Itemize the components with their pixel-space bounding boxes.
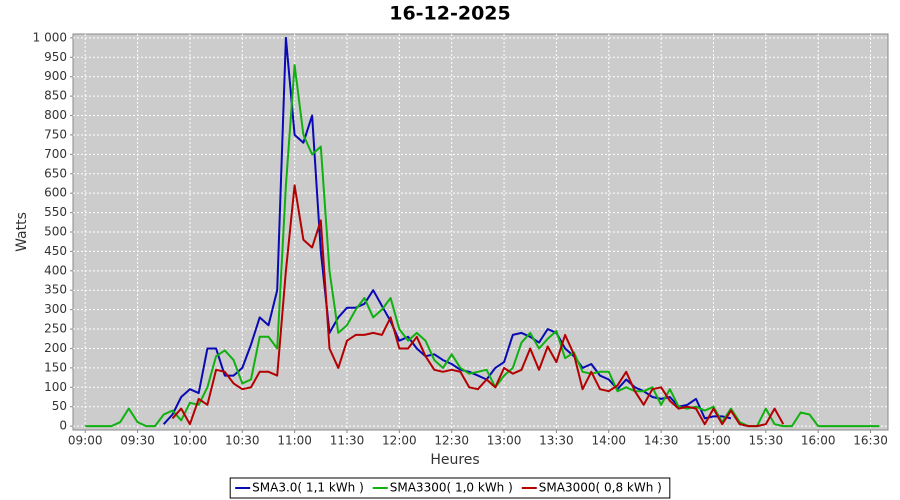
- y-axis-label: Watts: [14, 212, 30, 252]
- y-tick-label: 450: [44, 244, 67, 258]
- x-tick-label: 14:00: [591, 434, 626, 448]
- x-tick-label: 09:30: [120, 434, 155, 448]
- y-tick-label: 50: [52, 399, 67, 413]
- y-tick-label: 650: [44, 166, 67, 180]
- y-tick-label: 900: [44, 69, 67, 83]
- legend-label: SMA3300( 1,0 kWh ): [390, 481, 513, 495]
- y-tick-label: 500: [44, 225, 67, 239]
- x-tick-label: 14:30: [644, 434, 679, 448]
- y-tick-label: 200: [44, 341, 67, 355]
- y-tick-label: 550: [44, 205, 67, 219]
- y-tick-label: 1 000: [33, 30, 67, 44]
- y-tick-label: 350: [44, 283, 67, 297]
- legend-label: SMA3.0( 1,1 kWh ): [252, 481, 364, 495]
- y-tick-label: 800: [44, 108, 67, 122]
- x-tick-label: 15:30: [749, 434, 784, 448]
- y-tick-label: 750: [44, 127, 67, 141]
- x-tick-label: 11:30: [330, 434, 365, 448]
- x-tick-label: 10:30: [225, 434, 260, 448]
- x-tick-label: 16:00: [801, 434, 836, 448]
- y-tick-label: 250: [44, 322, 67, 336]
- x-tick-label: 12:30: [434, 434, 469, 448]
- x-tick-label: 11:00: [277, 434, 312, 448]
- y-tick-label: 0: [59, 419, 67, 433]
- y-tick-label: 950: [44, 50, 67, 64]
- x-tick-label: 09:00: [68, 434, 103, 448]
- x-tick-label: 12:00: [382, 434, 417, 448]
- x-tick-label: 13:30: [539, 434, 574, 448]
- x-tick-label: 16:30: [853, 434, 888, 448]
- x-axis-label: Heures: [430, 452, 479, 468]
- y-tick-label: 300: [44, 302, 67, 316]
- y-tick-label: 400: [44, 263, 67, 277]
- x-tick-label: 15:00: [696, 434, 731, 448]
- y-tick-label: 600: [44, 186, 67, 200]
- legend-box: [229, 477, 671, 499]
- y-tick-label: 700: [44, 147, 67, 161]
- chart-title: 16-12-2025: [389, 3, 511, 25]
- x-tick-label: 10:00: [173, 434, 208, 448]
- legend-label: SMA3000( 0,8 kWh ): [539, 481, 662, 495]
- legend: SMA3.0( 1,1 kWh ) SMA3300( 1,0 kWh ) SMA30…: [229, 477, 671, 499]
- y-tick-label: 850: [44, 89, 67, 103]
- y-tick-label: 100: [44, 380, 67, 394]
- series-line: [171, 184, 785, 428]
- plot-area: [72, 33, 889, 431]
- x-tick-label: 13:00: [487, 434, 522, 448]
- y-tick-label: 150: [44, 360, 67, 374]
